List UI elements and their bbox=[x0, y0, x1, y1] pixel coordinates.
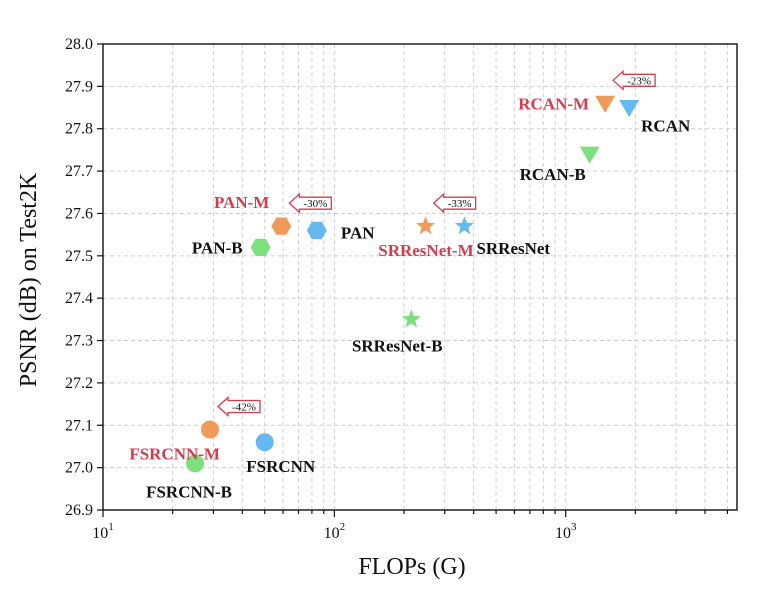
grid-lines bbox=[102, 43, 737, 511]
reduction-badge-text: -23% bbox=[627, 75, 651, 87]
reduction-badges: -42% -30% -33% -23% bbox=[217, 69, 656, 417]
x-axis-title: FLOPs (G) bbox=[358, 554, 465, 580]
y-tick-label: 27.4 bbox=[65, 290, 93, 307]
label-fsrcnn-m: FSRCNN-M bbox=[129, 445, 220, 464]
point-srresnet-b bbox=[401, 309, 421, 328]
axes: 26.9 27.0 27.1 27.2 27.3 27.4 27.5 27.6 27.7 27.8… bbox=[65, 36, 738, 542]
reduction-badge-srresnet-m bbox=[432, 192, 477, 214]
label-fsrcnn-b: FSRCNN-B bbox=[146, 482, 232, 501]
plot-frame bbox=[102, 43, 738, 511]
y-tick-label: 26.9 bbox=[65, 502, 93, 519]
label-rcan-b: RCAN-B bbox=[520, 165, 586, 184]
y-tick-label: 27.9 bbox=[65, 78, 93, 95]
reduction-badge-rcan-m bbox=[612, 69, 656, 91]
label-rcan: RCAN bbox=[641, 117, 691, 136]
y-axis-title: PSNR (dB) on Test2K bbox=[16, 172, 42, 387]
reduction-badge-text: -42% bbox=[232, 402, 256, 414]
point-pan-m bbox=[271, 217, 292, 235]
x-tick-label: 101 bbox=[92, 521, 114, 542]
point-srresnet bbox=[454, 216, 474, 235]
reduction-badge-text: -33% bbox=[448, 198, 472, 210]
y-tick-label: 27.5 bbox=[65, 248, 93, 265]
label-pan: PAN bbox=[341, 223, 375, 242]
label-fsrcnn: FSRCNN bbox=[246, 457, 316, 476]
y-tick-label: 27.3 bbox=[65, 333, 93, 350]
y-tick-label: 27.8 bbox=[65, 121, 93, 138]
label-pan-m: PAN-M bbox=[214, 193, 269, 212]
point-fsrcnn-b bbox=[186, 454, 205, 473]
label-srresnet-m: SRResNet-M bbox=[378, 241, 473, 260]
point-pan-b bbox=[250, 238, 271, 256]
y-tick-label: 28.0 bbox=[65, 36, 93, 53]
point-fsrcnn-m bbox=[200, 420, 219, 439]
reduction-badge-fsrcnn-m bbox=[217, 396, 261, 417]
y-tick-label: 27.1 bbox=[65, 417, 93, 434]
point-srresnet-m bbox=[416, 216, 436, 235]
point-rcan-m bbox=[595, 95, 616, 113]
y-tick-label: 27.6 bbox=[65, 205, 93, 222]
point-rcan-b bbox=[579, 146, 600, 164]
y-tick-label: 27.2 bbox=[65, 375, 93, 392]
point-fsrcnn bbox=[255, 433, 274, 452]
y-tick-label: 27.7 bbox=[65, 163, 93, 180]
reduction-badge-pan-m bbox=[288, 192, 332, 214]
point-rcan bbox=[619, 100, 640, 118]
x-tick-label: 103 bbox=[555, 521, 577, 542]
x-tick-label: 102 bbox=[324, 521, 346, 542]
point-pan bbox=[306, 221, 327, 240]
point-labels: FSRCNN-BFSRCNN-MFSRCNNPAN-BPAN-MPANSRRes… bbox=[129, 94, 691, 501]
label-srresnet-b: SRResNet-B bbox=[352, 336, 443, 355]
label-pan-b: PAN-B bbox=[192, 238, 243, 257]
y-tick-label: 27.0 bbox=[65, 460, 93, 477]
reduction-badge-text: -30% bbox=[303, 198, 327, 210]
label-srresnet: SRResNet bbox=[476, 239, 550, 258]
label-rcan-m: RCAN-M bbox=[518, 94, 589, 113]
data-points bbox=[186, 95, 640, 473]
